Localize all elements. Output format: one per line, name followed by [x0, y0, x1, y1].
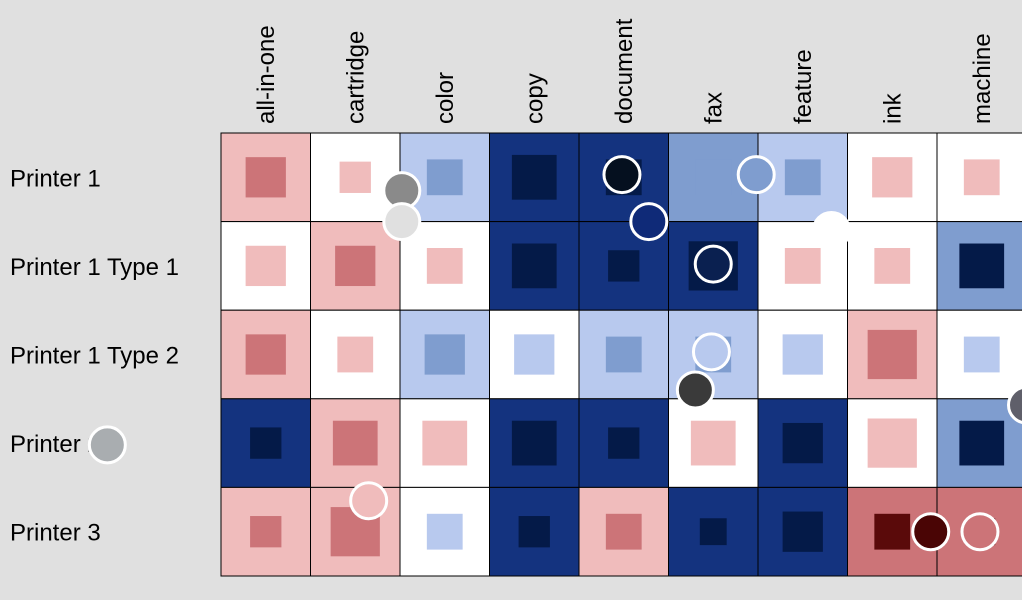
row-labels: Printer 1 Printer 1 Type 1 Printer 1 Type …: [10, 165, 179, 546]
heatmap-inner-square-0-0: [245, 157, 286, 198]
heatmap-inner-square-3-4: [608, 427, 640, 459]
column-label-3: copy: [521, 73, 548, 124]
heatmap-inner-square-4-0: [250, 516, 282, 548]
heatmap-inner-square-4-6: [782, 511, 823, 552]
heatmap-inner-square-0-1: [339, 161, 371, 193]
heatmap-inner-square-4-3: [518, 516, 550, 548]
overlay-marker-7: [691, 332, 731, 372]
overlay-marker-11: [349, 481, 389, 521]
heatmap-cell-4-8: [936, 486, 1022, 577]
heatmap-inner-square-3-1: [332, 420, 378, 466]
column-label-5: fax: [700, 92, 727, 124]
heatmap-inner-square-1-7: [874, 248, 911, 284]
heatmap-inner-square-0-2: [426, 159, 463, 196]
heatmap-inner-square-3-2: [422, 420, 468, 466]
heatmap-inner-square-2-0: [245, 334, 286, 375]
row-label-3: Printer 2: [10, 431, 101, 458]
overlay-marker-12: [911, 512, 951, 552]
overlay-marker-5: [811, 210, 851, 250]
column-label-0: all-in-one: [253, 25, 280, 124]
overlay-marker-6: [693, 244, 733, 284]
column-label-2: color: [432, 72, 459, 124]
heatmap-inner-square-2-6: [782, 334, 823, 375]
heatmap-inner-square-2-1: [337, 336, 374, 373]
heatmap-inner-square-4-7: [874, 513, 911, 550]
heatmap-inner-square-4-5: [699, 518, 727, 546]
heatmap-inner-square-4-4: [605, 513, 642, 550]
overlay-marker-9: [1007, 386, 1022, 424]
overlay-marker-8: [675, 370, 715, 410]
row-label-4: Printer 3: [10, 520, 101, 547]
heatmap-inner-square-3-3: [511, 420, 557, 466]
heatmap-inner-square-1-1: [335, 245, 376, 287]
heatmap-inner-square-3-7: [867, 418, 917, 468]
heatmap-inner-square-0-8: [963, 159, 1000, 196]
heatmap-inner-square-4-2: [426, 513, 463, 550]
overlay-marker-2: [602, 155, 642, 195]
heatmap-inner-square-1-2: [426, 248, 463, 284]
heatmap-inner-square-2-8: [963, 336, 1000, 373]
column-label-4: document: [611, 18, 638, 124]
heatmap-inner-square-1-3: [511, 243, 557, 289]
heatmap-inner-square-2-2: [424, 334, 465, 375]
column-label-7: ink: [879, 92, 906, 124]
heatmap-inner-square-1-6: [784, 248, 821, 284]
heatmap-cells: [220, 132, 1022, 577]
row-label-2: Printer 1 Type 2: [10, 343, 179, 370]
overlay-marker-1: [382, 202, 422, 242]
row-label-1: Printer 1 Type 1: [10, 254, 179, 281]
heatmap-inner-square-2-3: [514, 334, 555, 375]
overlay-marker-3: [629, 202, 669, 242]
column-label-1: cartridge: [342, 31, 369, 124]
heatmap-inner-square-3-0: [250, 427, 282, 459]
heatmap-inner-square-3-5: [690, 420, 736, 466]
column-label-6: feature: [790, 49, 817, 124]
row-label-0: Printer 1: [10, 165, 101, 192]
overlay-markers: [87, 155, 1022, 552]
heatmap-inner-square-0-3: [511, 154, 557, 200]
heatmap-inner-square-1-4: [608, 250, 640, 282]
heatmap-inner-square-2-7: [867, 329, 917, 380]
column-labels: all-in-one cartridge color copy document fax f…: [253, 18, 996, 124]
heatmap-cell-3-8: [936, 398, 1022, 488]
heatmap-inner-square-1-8: [959, 243, 1005, 289]
heatmap-inner-square-0-7: [872, 157, 913, 198]
column-label-8: machine: [969, 33, 996, 124]
heatmap-inner-square-0-6: [784, 159, 821, 196]
heatmap-inner-square-3-6: [782, 422, 823, 464]
heatmap-inner-square-0-5: [695, 159, 732, 196]
overlay-marker-4: [736, 155, 776, 195]
heatmap-inner-square-2-4: [605, 336, 642, 373]
heatmap-inner-square-1-0: [245, 245, 286, 287]
overlay-marker-13: [960, 512, 1000, 552]
overlay-marker-10: [87, 425, 127, 465]
heatmap-inner-square-3-8: [959, 420, 1005, 466]
